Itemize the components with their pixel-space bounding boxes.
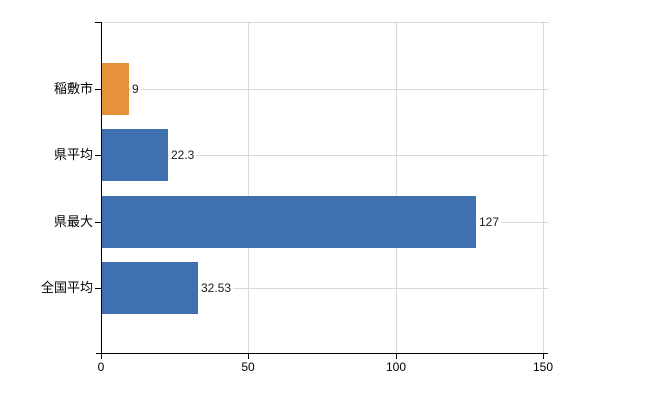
plot-top-gridline [101, 22, 549, 23]
y-axis-tick [95, 22, 101, 23]
x-axis-line [96, 353, 548, 354]
vertical-gridline [248, 22, 249, 353]
value-label: 9 [130, 81, 141, 97]
bar [102, 196, 476, 248]
x-tick-label: 0 [97, 360, 105, 374]
category-label: 全国平均 [40, 280, 93, 295]
value-label: 32.53 [199, 280, 234, 296]
bar [102, 129, 168, 181]
horizontal-gridline [101, 89, 548, 90]
value-label: 22.3 [169, 147, 197, 163]
horizontal-gridline [101, 155, 548, 156]
bar [102, 262, 198, 314]
y-axis-line [101, 22, 102, 358]
x-axis-tick [248, 354, 249, 359]
x-tick-label: 100 [385, 360, 407, 374]
y-axis-tick [95, 222, 101, 223]
x-tick-label: 50 [241, 360, 255, 374]
x-axis-tick [396, 354, 397, 359]
bar [102, 63, 129, 115]
value-label: 127 [477, 214, 502, 230]
x-axis-tick [543, 354, 544, 359]
x-tick-label: 150 [532, 360, 554, 374]
vertical-gridline [543, 22, 544, 353]
y-axis-tick [95, 89, 101, 90]
vertical-gridline [396, 22, 397, 353]
horizontal-gridline [101, 288, 548, 289]
y-axis-tick [95, 288, 101, 289]
category-label: 県最大 [53, 214, 93, 229]
category-label: 稲敷市 [53, 81, 93, 96]
category-label: 県平均 [53, 147, 93, 162]
y-axis-tick [95, 155, 101, 156]
